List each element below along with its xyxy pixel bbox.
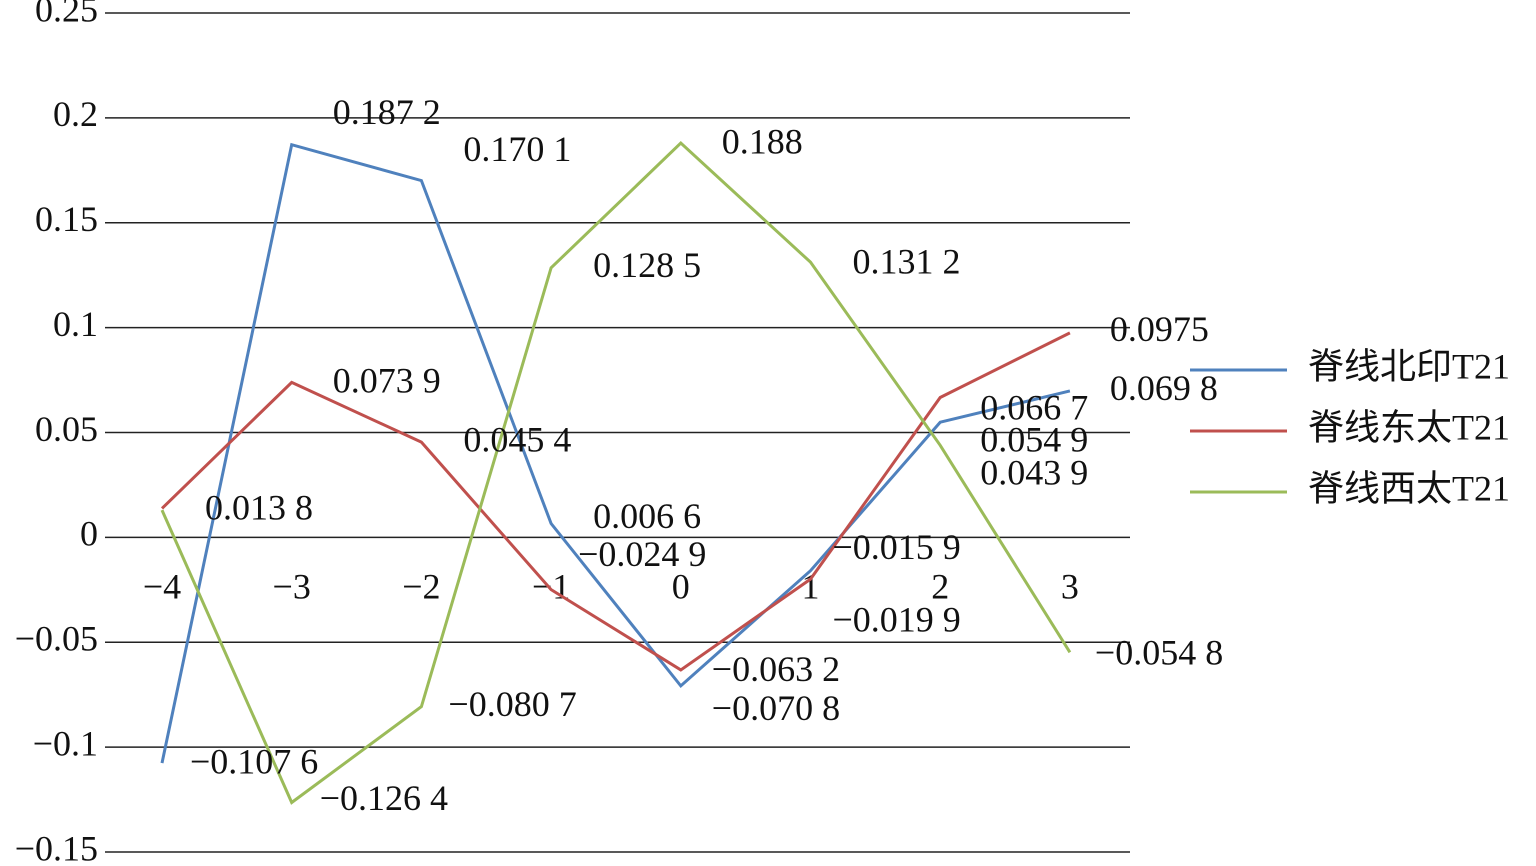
data-label: 0.128 5 bbox=[593, 245, 701, 285]
data-label: −0.019 9 bbox=[833, 599, 961, 639]
x-tick-label: 2 bbox=[931, 566, 949, 606]
data-label: −0.015 9 bbox=[833, 527, 961, 567]
data-label: −0.054 8 bbox=[1095, 633, 1223, 673]
data-label: −0.070 8 bbox=[712, 688, 840, 728]
y-tick-label: 0.05 bbox=[35, 409, 98, 449]
y-tick-label: 0 bbox=[80, 514, 98, 554]
x-tick-label: −2 bbox=[402, 566, 440, 606]
x-tick-label: −4 bbox=[143, 566, 181, 606]
line bbox=[160, 331, 1071, 672]
x-tick-label: −3 bbox=[273, 566, 311, 606]
y-tick-label: 0.15 bbox=[35, 199, 98, 239]
data-label: 0.188 bbox=[722, 121, 803, 161]
data-label: 0.054 9 bbox=[980, 419, 1088, 459]
data-label: −0.126 4 bbox=[320, 778, 448, 818]
data-label: 0.043 9 bbox=[980, 453, 1088, 493]
data-label: 0.013 8 bbox=[205, 488, 313, 528]
data-label: 0.045 4 bbox=[463, 419, 571, 459]
y-tick-label: −0.05 bbox=[15, 619, 98, 659]
legend-label: 脊线东太T21 bbox=[1308, 407, 1510, 447]
line bbox=[160, 140, 1072, 805]
data-label: −0.024 9 bbox=[578, 534, 706, 574]
data-label: −0.063 2 bbox=[712, 649, 840, 689]
data-label: 0.073 9 bbox=[333, 361, 441, 401]
data-label: 0.170 1 bbox=[463, 129, 571, 169]
y-tick-label: 0.1 bbox=[53, 304, 98, 344]
data-label: 0.006 6 bbox=[593, 496, 701, 536]
legend-label: 脊线西太T21 bbox=[1308, 468, 1510, 508]
y-tick-label: −0.1 bbox=[33, 723, 98, 763]
data-label: 0.069 8 bbox=[1110, 368, 1218, 408]
data-label: 0.066 7 bbox=[980, 388, 1088, 428]
y-tick-label: −0.15 bbox=[15, 828, 98, 866]
data-label: 0.187 2 bbox=[333, 92, 441, 132]
data-label: 0.0975 bbox=[1110, 309, 1209, 349]
legend-label: 脊线北印T21 bbox=[1308, 346, 1510, 386]
x-tick-label: 3 bbox=[1061, 566, 1079, 606]
data-label: −0.080 7 bbox=[448, 684, 576, 724]
line bbox=[160, 142, 1071, 764]
x-tick-label: 0 bbox=[672, 566, 690, 606]
y-tick-label: 0.25 bbox=[35, 0, 98, 29]
data-label: 0.131 2 bbox=[853, 241, 961, 281]
y-tick-label: 0.2 bbox=[53, 94, 98, 134]
data-label: −0.107 6 bbox=[190, 741, 318, 781]
